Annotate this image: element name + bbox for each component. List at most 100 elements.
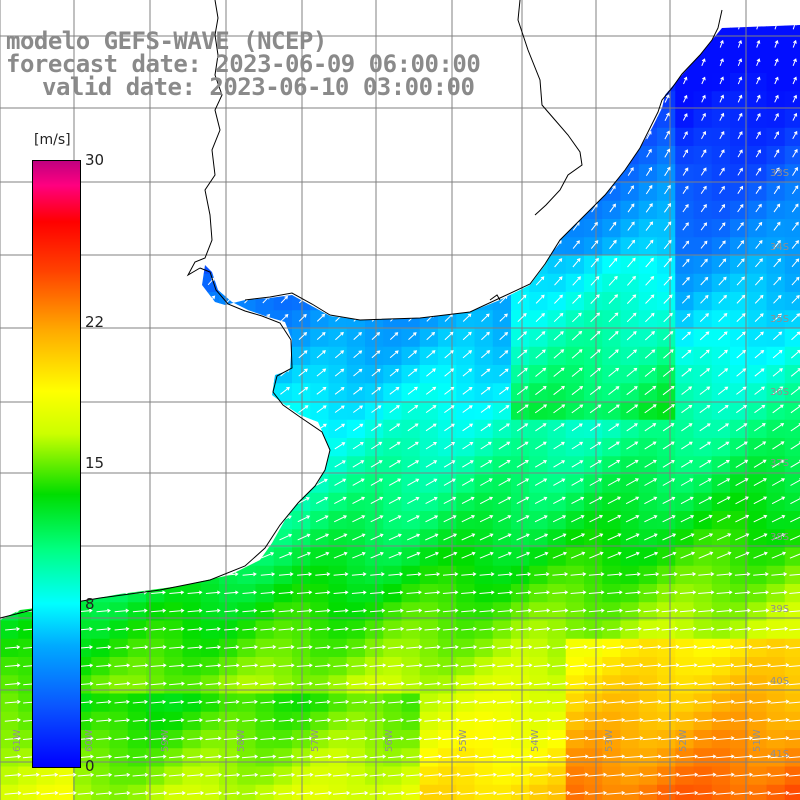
wind-arrow xyxy=(682,240,690,249)
wind-arrow xyxy=(571,330,583,341)
wind-arrow xyxy=(497,608,514,613)
wind-arrow xyxy=(478,681,497,686)
wind-arrow xyxy=(371,387,382,395)
wind-arrow xyxy=(700,204,707,213)
wind-arrow xyxy=(389,386,400,395)
wind-arrow xyxy=(371,405,382,413)
wind-arrow xyxy=(737,112,743,121)
speed-cell xyxy=(584,784,603,800)
wind-arrow xyxy=(425,386,437,395)
wind-arrow xyxy=(642,790,662,795)
wind-arrow xyxy=(679,572,697,577)
wind-arrow xyxy=(461,533,476,541)
wind-arrow xyxy=(753,533,768,541)
speed-cell xyxy=(766,25,786,37)
wind-arrow xyxy=(515,718,533,723)
wind-arrow xyxy=(498,405,510,414)
wind-arrow xyxy=(789,590,800,595)
speed-cell xyxy=(784,219,800,238)
wind-arrow xyxy=(369,663,387,668)
wind-arrow xyxy=(753,514,768,523)
wind-arrow xyxy=(278,663,295,668)
wind-arrow xyxy=(663,276,673,286)
wind-arrow xyxy=(205,772,223,777)
wind-arrow xyxy=(790,368,800,377)
wind-arrow xyxy=(661,663,680,668)
wind-arrow xyxy=(444,423,455,432)
wind-arrow xyxy=(315,608,331,613)
wind-arrow xyxy=(773,221,781,231)
wind-arrow xyxy=(333,681,350,686)
wind-arrow xyxy=(424,718,442,723)
wind-arrow xyxy=(699,386,711,395)
wind-arrow xyxy=(460,699,479,704)
wind-arrow xyxy=(552,681,569,686)
wind-arrow xyxy=(588,644,607,649)
wind-arrow xyxy=(645,221,654,231)
wind-arrow xyxy=(316,405,327,413)
wind-arrow xyxy=(297,572,313,577)
wind-arrow xyxy=(643,590,660,595)
wind-arrow xyxy=(278,645,295,650)
wind-arrow xyxy=(680,496,694,505)
wind-arrow xyxy=(260,791,277,796)
wind-arrow xyxy=(681,313,691,322)
wind-arrow xyxy=(734,608,751,613)
wind-arrow xyxy=(626,459,639,468)
wind-arrow xyxy=(114,754,131,759)
speed-cell xyxy=(529,784,548,800)
wind-arrow xyxy=(370,590,386,595)
wind-arrow xyxy=(205,663,222,668)
wind-arrow xyxy=(168,772,186,777)
longitude-label: 53W xyxy=(604,729,615,752)
wind-arrow xyxy=(169,718,185,723)
wind-arrow xyxy=(351,791,369,796)
wind-arrow xyxy=(426,350,436,359)
wind-arrow xyxy=(334,496,347,505)
wind-arrow xyxy=(369,736,387,741)
wind-arrow xyxy=(697,772,717,777)
wind-arrow xyxy=(516,515,530,523)
colorbar-tick-label: 8 xyxy=(85,595,95,614)
wind-arrow xyxy=(679,717,699,722)
wind-arrow xyxy=(607,608,623,613)
wind-arrow xyxy=(571,404,584,414)
wind-arrow xyxy=(406,718,423,723)
wind-arrow xyxy=(644,423,657,432)
wind-arrow xyxy=(590,423,601,432)
wind-arrow xyxy=(242,626,258,631)
wind-arrow xyxy=(315,718,332,723)
wind-arrow xyxy=(773,313,782,322)
wind-arrow xyxy=(755,167,762,176)
wind-arrow xyxy=(314,736,332,741)
wind-arrow xyxy=(351,590,367,595)
wind-arrow xyxy=(333,754,350,759)
wind-arrow xyxy=(96,699,112,704)
wind-arrow xyxy=(607,533,622,541)
wind-arrow xyxy=(553,460,566,468)
wind-arrow xyxy=(699,349,710,359)
wind-arrow xyxy=(608,404,620,414)
wind-arrow xyxy=(425,533,439,541)
wind-arrow xyxy=(352,551,366,559)
wind-arrow xyxy=(733,717,754,722)
wind-arrow xyxy=(4,754,22,759)
wind-arrow xyxy=(316,331,326,340)
wind-arrow xyxy=(461,551,476,559)
wind-arrow xyxy=(718,204,726,213)
wind-arrow xyxy=(624,663,644,668)
wind-arrow xyxy=(606,736,626,741)
wind-arrow xyxy=(241,663,259,668)
wind-arrow xyxy=(333,645,350,650)
wind-arrow xyxy=(663,221,672,231)
wind-arrow xyxy=(535,294,545,304)
speed-cell xyxy=(784,784,800,800)
wind-arrow xyxy=(479,572,495,577)
wind-arrow xyxy=(462,350,472,359)
wind-arrow xyxy=(719,58,724,66)
wind-arrow xyxy=(498,386,510,395)
wind-arrow xyxy=(660,790,681,795)
wind-arrow xyxy=(497,681,515,686)
wind-arrow xyxy=(774,39,779,48)
longitude-label: 51W xyxy=(752,729,763,752)
